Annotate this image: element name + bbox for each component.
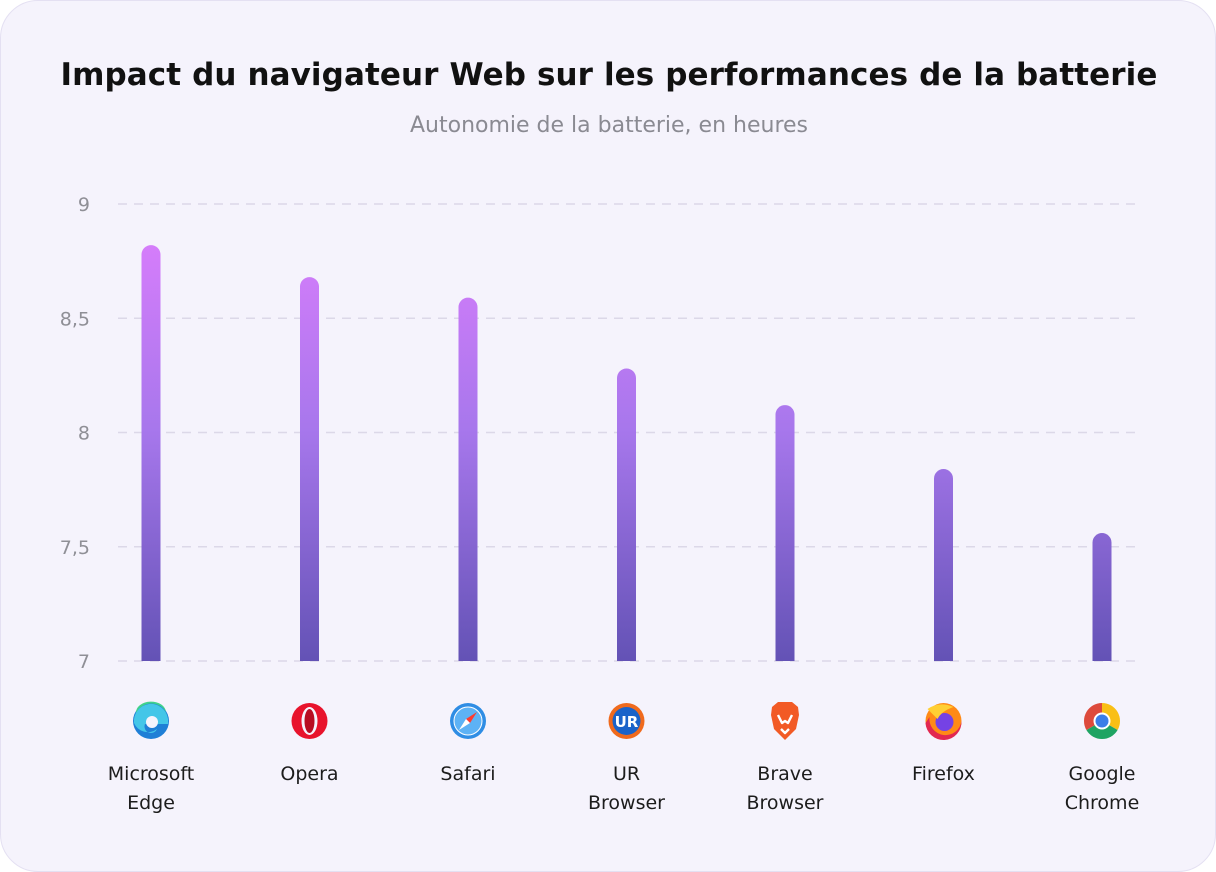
browser-icons: UR [133,701,1121,740]
bar [934,469,953,661]
x-axis-labels: Microsoft Edge Opera Safari UR Browser Brave Br… [108,763,1140,814]
x-tick-label: Firefox [912,763,975,785]
y-axis-ticks: 7 7,5 8 8,5 9 [60,194,90,673]
y-tick-label: 8,5 [60,308,90,330]
firefox-icon [925,703,962,740]
x-tick-label: Microsoft [108,763,194,785]
bar [141,245,161,661]
brave-icon [771,702,799,740]
bar [775,405,795,661]
bar [1092,533,1112,661]
y-tick-label: 8 [78,423,90,445]
x-tick-label: Edge [127,792,175,814]
x-tick-label: Opera [280,763,338,785]
opera-icon [291,703,328,739]
gridlines [118,203,1136,662]
bars [141,245,1112,661]
bar [617,368,636,661]
x-tick-label: Browser [588,792,665,814]
svg-text:UR: UR [615,713,639,731]
y-tick-label: 7 [78,651,90,673]
chart-subtitle: Autonomie de la batterie, en heures [410,113,808,138]
x-tick-label: Google [1068,763,1135,785]
y-tick-label: 9 [78,194,90,216]
y-tick-label: 7,5 [60,537,90,559]
bar [458,297,478,661]
chrome-icon [1083,703,1121,740]
ur-browser-icon: UR [608,703,645,739]
chart-title: Impact du navigateur Web sur les perform… [60,57,1158,93]
x-tick-label: Safari [440,763,495,785]
x-tick-label: Browser [747,792,824,814]
bar [300,277,319,661]
x-tick-label: Chrome [1065,792,1140,814]
edge-icon [133,701,169,739]
x-tick-label: UR [613,763,640,785]
safari-icon [450,703,486,739]
x-tick-label: Brave [757,763,812,785]
